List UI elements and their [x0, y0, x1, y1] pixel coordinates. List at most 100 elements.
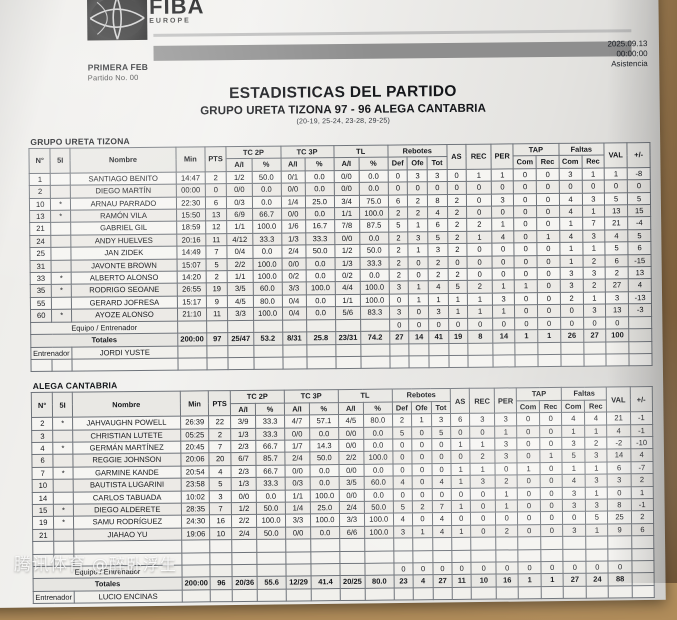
cell-falr: 3 — [585, 449, 608, 462]
cell-def: 0 — [392, 438, 413, 452]
cell-t3ai: 3/3 — [285, 514, 311, 527]
col-header-tl-ai: A/I — [338, 402, 364, 415]
cell-pm: 5 — [627, 192, 651, 205]
cell-tlp: 80.0 — [363, 414, 393, 427]
cell-pts: 11 — [205, 233, 228, 247]
cell-total-as: 11 — [452, 574, 472, 588]
cell-team-tapr: 0 — [537, 317, 561, 330]
cell-total-min: 200:00 — [181, 577, 211, 590]
col-header-tap-com: Com — [513, 156, 537, 169]
cell-per: 1 — [491, 218, 514, 231]
cell-name: CHRISTIAN LUTETE — [72, 428, 181, 443]
cell-blank — [452, 587, 472, 600]
cell-starter: * — [53, 504, 74, 517]
cell-min: 14:20 — [177, 270, 206, 284]
cell-total-per: 16 — [496, 574, 519, 587]
cell-tapr: 0 — [540, 511, 563, 525]
cell-blank — [206, 357, 229, 371]
cell-tapc: 0 — [513, 230, 538, 244]
cell-t2ai: 0/0 — [226, 183, 252, 197]
cell-t3ai: 1/4 — [285, 501, 311, 515]
cell-team-ofe: 0 — [409, 318, 429, 331]
cell-tlp: 100.0 — [360, 281, 390, 295]
cell-per: 3 — [491, 193, 514, 207]
cell-per: 2 — [495, 524, 518, 538]
col-group-tc2p: TC 2P — [226, 146, 281, 160]
col-header-as: AS — [446, 144, 467, 170]
attendance-label: Asistencia — [611, 59, 648, 69]
cell-blank — [496, 586, 519, 600]
cell-t3p: 0.0 — [305, 269, 335, 283]
cell-tlp: 100.0 — [364, 525, 394, 539]
cell-t3ai: 1/4 — [280, 195, 306, 209]
cell-falr: 1 — [585, 461, 608, 475]
cell-starter — [53, 491, 74, 505]
cell-falr: 2 — [584, 436, 608, 450]
cell-rec: 0 — [466, 193, 492, 207]
sheet-header: FIBA EUROPE PRIMERA FEB Partido No. 00 2… — [27, 0, 658, 82]
cell-blank — [285, 551, 311, 565]
cell-tapr: 0 — [540, 486, 563, 500]
cell-val: 0 — [607, 486, 631, 499]
cell-total-val: 100 — [605, 328, 630, 342]
cell-name: SANTIAGO BENITO — [70, 171, 177, 186]
cell-total-rec: 10 — [471, 574, 497, 588]
cell-as: 0 — [446, 169, 467, 182]
cell-team-tapc: 0 — [518, 561, 542, 575]
cell-ofe: 2 — [412, 500, 433, 514]
cell-t2p: 50.0 — [251, 170, 281, 184]
cell-falr: 3 — [582, 267, 606, 280]
cell-total-pts: 96 — [210, 576, 233, 590]
cell-blank — [517, 549, 542, 562]
cell-blank — [412, 550, 433, 563]
cell-blank — [365, 587, 394, 601]
cell-t2p: 0.0 — [251, 195, 282, 209]
col-header-val: VAL — [603, 142, 628, 168]
cell-tlai: 0/2 — [334, 269, 361, 283]
cell-name: RODRIGO SEOANE — [71, 283, 178, 298]
cell-starter: * — [51, 272, 72, 285]
cell-ofe: 0 — [411, 438, 432, 452]
cell-starter — [51, 222, 71, 236]
cell-t3ai: 1/6 — [281, 220, 306, 233]
cell-pm: 2 — [631, 510, 654, 524]
cell-val: 1 — [604, 167, 628, 181]
cell-total-tot: 27 — [432, 574, 453, 588]
cell-blank — [310, 551, 340, 564]
cell-falc: 3 — [562, 499, 586, 512]
cell-pts: 2 — [205, 270, 228, 284]
cell-team-falc: 0 — [560, 316, 584, 330]
cell-tapr: 0 — [539, 412, 562, 426]
cell-tapr: 1 — [537, 230, 560, 243]
cell-total-tlp: 74.2 — [360, 331, 390, 344]
cell-name: DIEGO ALDERETE — [73, 503, 182, 517]
cell-min: 24:30 — [181, 515, 210, 528]
cell-falc: 3 — [562, 486, 586, 500]
cell-tlai: 0/0 — [338, 426, 364, 440]
cell-blank — [413, 587, 434, 601]
teams-container: GRUPO URETA TIZONA N° 5I Nombre Min PTS … — [28, 131, 662, 605]
cell-blank — [285, 563, 312, 577]
cell-tlp: 0.0 — [359, 231, 389, 245]
cell-def: 0 — [388, 182, 408, 195]
cell-tapc: 0 — [514, 255, 538, 268]
col-group-rebotes: Rebotes — [391, 388, 451, 402]
cell-starter — [53, 429, 73, 443]
cell-pm: -15 — [628, 254, 652, 267]
cell-tapr: 1 — [539, 449, 563, 463]
cell-t2ai: 6/9 — [226, 208, 253, 222]
cell-pts: 2 — [209, 428, 231, 441]
cell-blank — [538, 354, 561, 367]
cell-blank — [282, 356, 307, 370]
cell-blank — [606, 353, 630, 367]
cell-t3p: 0.0 — [309, 427, 339, 440]
cell-tapr: 0 — [537, 279, 560, 293]
col-header-2p-pct: % — [251, 158, 281, 172]
cell-pts: 5 — [209, 477, 232, 491]
cell-pts: 7 — [205, 245, 228, 259]
cell-falc: 4 — [559, 230, 583, 243]
cell-falr: 1 — [585, 523, 609, 537]
cell-pts: 6 — [204, 196, 227, 209]
cell-falr: 3 — [582, 229, 605, 243]
cell-blank — [448, 342, 468, 356]
